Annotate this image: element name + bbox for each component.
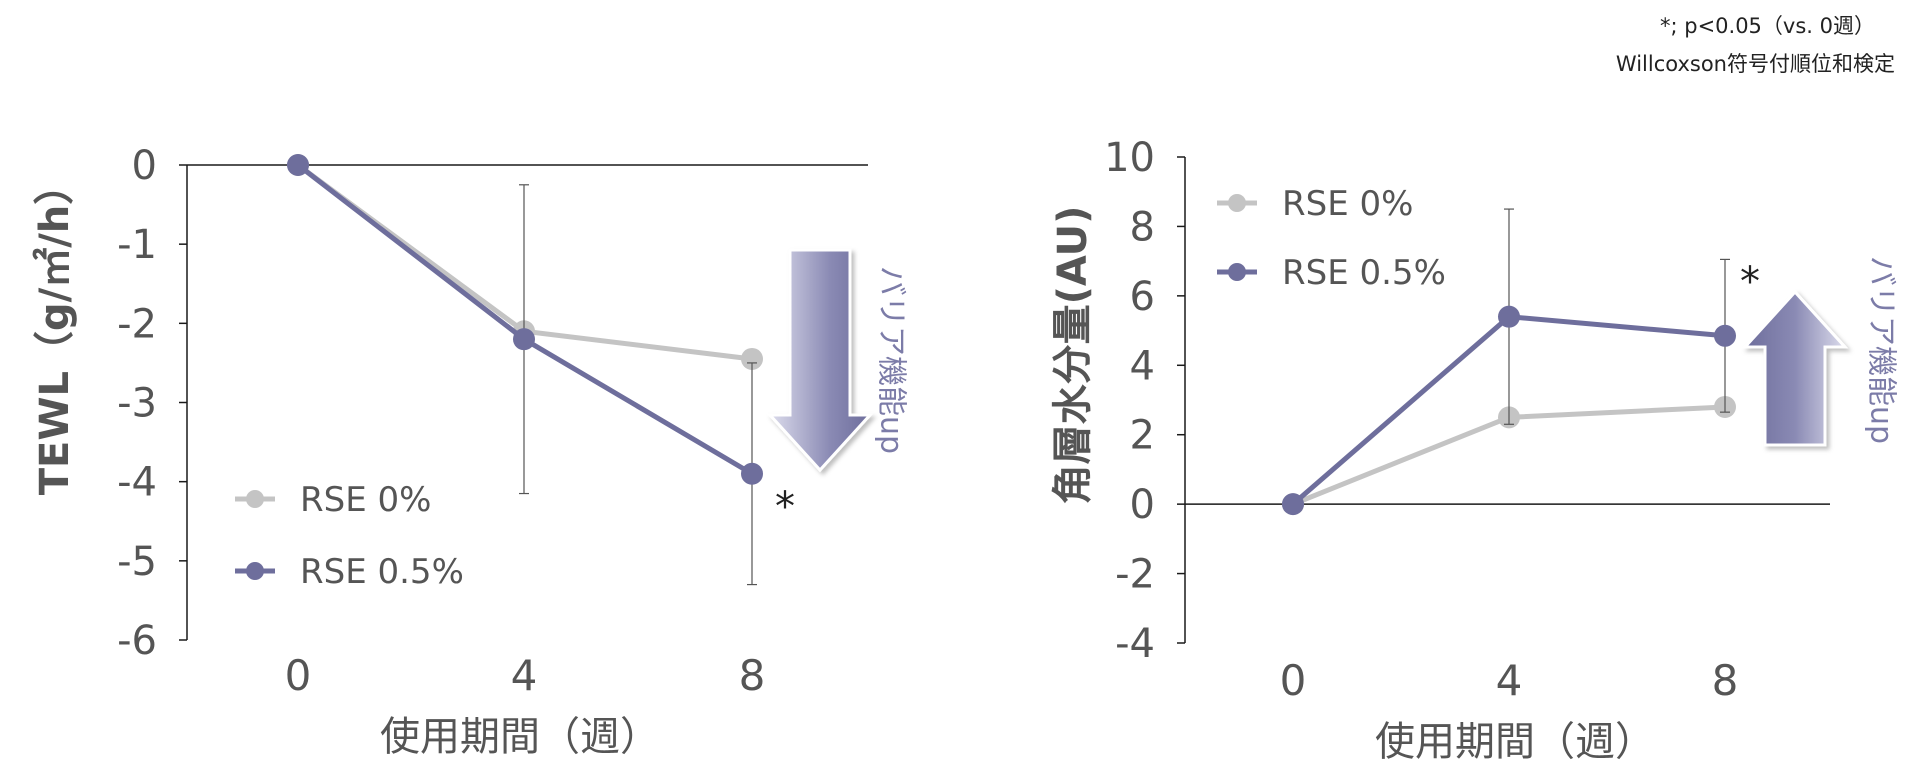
footnote-test-name: Willcoxson符号付順位和検定 bbox=[1615, 52, 1895, 76]
hydration-y-tick-label: -4 bbox=[1115, 621, 1155, 667]
hydration-data-point bbox=[1498, 305, 1520, 328]
hydration-y-tick-label: 6 bbox=[1130, 274, 1155, 320]
tewl-y-tick-label: -6 bbox=[117, 618, 157, 664]
tewl-data-point bbox=[741, 347, 763, 370]
hydration-y-tick-label: 8 bbox=[1130, 204, 1155, 250]
hydration-data-point bbox=[1282, 493, 1304, 516]
tewl-y-tick-label: -1 bbox=[117, 222, 157, 268]
tewl-legend-label: RSE 0% bbox=[300, 480, 431, 520]
hydration-x-tick-label: 8 bbox=[1712, 656, 1739, 705]
hydration-y-tick-label: 10 bbox=[1104, 135, 1155, 181]
tewl-chart: 0 -1 -2 -3 -4 -5 -6 0 4 8 使用期間（週） TEWL（g/㎡/h） RSE 0%… bbox=[32, 143, 909, 760]
tewl-series-line-1 bbox=[296, 163, 754, 476]
hydration-x-tick-label: 0 bbox=[1280, 656, 1307, 705]
tewl-x-tick-label: 8 bbox=[739, 651, 766, 700]
hydration-y-tick-label: 0 bbox=[1130, 482, 1155, 528]
footnote-significance: *; p<0.05（vs. 0週） bbox=[1659, 14, 1875, 38]
hydration-x-tick-label: 4 bbox=[1496, 656, 1523, 705]
tewl-x-tick-label: 4 bbox=[511, 651, 538, 700]
hydration-y-tick-label: -2 bbox=[1115, 552, 1155, 598]
tewl-legend-label: RSE 0.5% bbox=[300, 552, 464, 592]
hydration-chart: 10 8 6 4 2 0 -2 -4 0 4 8 使用期間（週） 角層水分量(AU) RSE 0% RSE … bbox=[1050, 135, 1899, 765]
hydration-legend-swatch-marker bbox=[1228, 263, 1246, 281]
tewl-x-axis-label: 使用期間（週） bbox=[380, 714, 660, 760]
hydration-legend-label: RSE 0% bbox=[1282, 184, 1413, 224]
tewl-legend-swatch-marker bbox=[246, 562, 264, 580]
tewl-y-tick-label: -2 bbox=[117, 301, 157, 347]
hydration-barrier-arrow bbox=[1741, 289, 1849, 447]
tewl-y-tick-label: -4 bbox=[117, 460, 157, 506]
tewl-barrier-arrow bbox=[766, 248, 874, 473]
hydration-legend-label: RSE 0.5% bbox=[1282, 253, 1446, 293]
tewl-arrow-label: バリア機能up bbox=[874, 266, 909, 454]
hydration-y-axis-label: 角層水分量(AU) bbox=[1050, 206, 1096, 505]
tewl-y-tick-label: 0 bbox=[132, 143, 157, 189]
tewl-y-tick-label: -3 bbox=[117, 381, 157, 427]
tewl-x-tick-label: 0 bbox=[285, 651, 312, 700]
hydration-x-axis-label: 使用期間（週） bbox=[1375, 719, 1655, 765]
hydration-data-point bbox=[1714, 324, 1736, 347]
hydration-significance-asterisk: * bbox=[1740, 259, 1760, 305]
tewl-significance-asterisk: * bbox=[775, 484, 795, 530]
hydration-y-tick-label: 4 bbox=[1130, 343, 1155, 389]
tewl-y-tick-label: -5 bbox=[117, 539, 157, 585]
tewl-data-point bbox=[741, 462, 763, 485]
tewl-data-point bbox=[513, 328, 535, 351]
tewl-data-point bbox=[287, 154, 309, 176]
tewl-legend-swatch-marker bbox=[246, 490, 264, 508]
hydration-arrow-label: バリア機能up bbox=[1864, 256, 1899, 444]
hydration-legend-swatch-marker bbox=[1228, 194, 1246, 212]
hydration-y-tick-label: 2 bbox=[1130, 413, 1155, 459]
tewl-y-axis-label: TEWL（g/㎡/h） bbox=[32, 165, 78, 496]
